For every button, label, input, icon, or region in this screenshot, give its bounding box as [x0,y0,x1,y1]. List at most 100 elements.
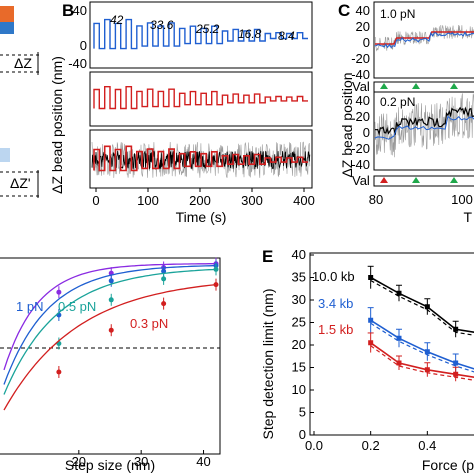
panel-b: B ΔZ bead position (nm) 40 0 -40 42 33.6… [49,1,315,225]
panel-d-xtick: 20 [72,454,86,469]
panel-d: 20 30 40 1 pN 0.5 pN 0.3 pN Step size (nm) [0,257,221,473]
val-marker-green [412,83,420,89]
panel-e-line [370,319,474,370]
panel-c-top-blue-trace [374,31,474,49]
panel-d-point [56,369,62,375]
panel-e-line [370,342,474,379]
panel-c-letter: C [338,1,350,20]
panel-d-plot: 20 30 40 [3,257,219,469]
val-label: Val [352,173,370,188]
panel-e-ytick: 25 [292,315,306,330]
panel-d-xlabel: Step size (nm) [65,457,155,473]
panel-b-ytick: 0 [80,38,87,53]
bead-bottom-block [0,22,14,34]
panel-c-bottom-black-trace [374,106,474,136]
panel-b-ytick: -40 [68,56,87,71]
panel-c-bottom-noisy-trace [374,93,474,158]
panel-e-label-10kb: 10.0 kb [312,269,355,284]
panel-c-xlabel: T [463,209,472,225]
panel-b-top-frame [89,1,313,69]
panel-b-xtick: 0 [92,193,99,208]
panel-e-point [424,367,430,373]
panel-d-point [56,289,62,295]
panel-c-xtick: 100 [451,192,473,207]
panel-b-ytick: 40 [73,3,87,18]
panel-b-blue-trace [93,18,308,50]
panel-b-xtick: 100 [137,193,159,208]
val-marker-green [412,177,420,183]
panel-e-ylabel: Step detection limit (nm) [260,289,276,440]
panel-e-point [424,304,430,310]
panel-c-ytick: -40 [351,157,370,172]
panel-b-red-fit [93,145,308,172]
val-track-bottom [373,175,474,187]
bead-top-block [0,6,14,22]
panel-d-xtick: 40 [196,454,210,469]
panel-e-label-34kb: 3.4 kb [318,296,353,311]
panel-b-ylabel: ΔZ bead position (nm) [49,56,65,194]
panel-e-point [453,326,459,332]
val-track-top [373,81,474,93]
val-marker-green [380,83,388,89]
panel-e: E Step detection limit (nm) 40 35 30 25 20 15… [260,247,474,473]
panel-d-curve [3,283,217,411]
val-label: Val [352,79,370,94]
val-marker-green [450,177,458,183]
panel-e-ytick: 30 [292,292,306,307]
panel-e-line [370,276,474,334]
panel-e-point [396,360,402,366]
step-label: 8.4 [278,29,295,43]
panel-d-point [108,297,114,303]
panel-d-curve [3,263,216,371]
panel-e-frame [309,252,474,436]
panel-b-xtick: 200 [189,193,211,208]
panel-d-point [161,301,167,307]
panel-d-point [161,268,167,274]
panel-e-xlabel: Force (p [422,457,474,473]
panel-e-point [368,275,374,280]
panel-c-ytick: -20 [351,141,370,156]
panel-c-ytick: -20 [351,51,370,66]
panel-d-point [108,327,114,333]
step-label: 33.6 [150,18,174,32]
val-marker-green [450,83,458,89]
val-marker-red [380,177,388,183]
panel-e-xtick: 0.4 [418,438,436,453]
panel-e-ytick: 40 [292,247,306,262]
panel-c-top-frame [373,1,474,79]
panel-d-curve [3,264,217,385]
panel-b-x-axis: 0 100 200 300 400 [92,188,315,208]
panel-d-label-05pn: 0.5 pN [58,299,96,314]
panel-e-xtick: 0.2 [362,438,380,453]
panel-e-ytick: 5 [299,405,306,420]
panel-e-point [424,349,430,355]
panel-b-mid-frame [89,71,313,127]
panel-d-label-1pn: 1 pN [16,299,43,314]
panel-b-bottom-frame [89,129,313,189]
panel-c-ytick: 0 [363,35,370,50]
panel-d-curve [3,268,217,395]
panel-d-xtick: 30 [134,454,148,469]
panel-b-xtick: 300 [241,193,263,208]
step-label: 42 [110,13,124,27]
panel-e-ytick: 15 [292,360,306,375]
panel-c-ytick: -40 [351,67,370,82]
panel-c-ylabel: ΔZ bead position [339,72,355,177]
panel-d-point [161,276,167,282]
panel-e-point [453,360,459,366]
panel-c-ytick: 40 [356,93,370,108]
panel-e-xtick: 0.0 [305,438,323,453]
panel-b-red-trace [93,86,308,110]
panel-d-point [213,282,219,288]
dz-label: ΔZ [14,55,32,71]
step-label: 25.2 [195,22,220,36]
panel-e-plot: 40 35 30 25 20 15 10 5 00.0 0.2 0.4 [292,247,474,453]
panel-e-ytick: 10 [292,382,306,397]
panel-e-letter: E [262,247,273,266]
panel-b-xlabel: Time (s) [176,209,227,225]
panel-c-ytick: 20 [356,109,370,124]
panel-e-ytick: 20 [292,337,306,352]
panel-c-ytick: 0 [363,125,370,140]
bead-lower-block [0,148,10,162]
